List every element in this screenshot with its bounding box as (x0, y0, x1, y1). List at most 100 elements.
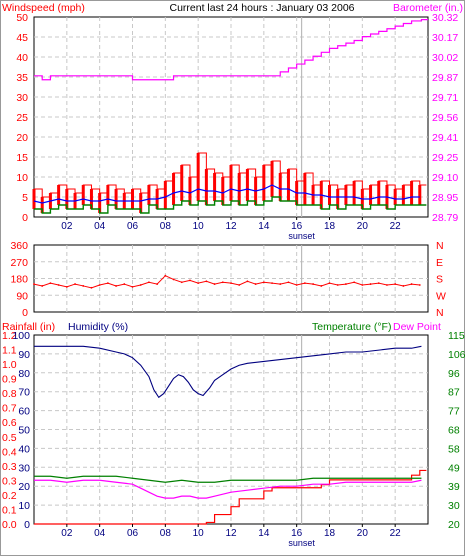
humidity-tick-label: 10 (18, 500, 30, 512)
windspeed-tick-label: 45 (16, 32, 28, 44)
barometer-tick-label: 29.41 (432, 132, 458, 144)
wind-direction-point (49, 282, 52, 285)
wind-barometer-panel: 0 5 10 15 20 25 30 35 40 45 50 28.79 28.95 29.10 29.25… (16, 12, 458, 241)
barometer-tick-label: 28.79 (432, 212, 458, 224)
temperature-tick-label: 39 (448, 481, 460, 493)
temperature-tick-label: 106 (448, 349, 465, 361)
wind-direction-point (180, 281, 183, 284)
x-tick-label: 02 (61, 528, 73, 539)
dewpoint-axis-label: Dew Point (393, 321, 441, 333)
x-tick-label: 12 (225, 528, 237, 539)
wind-direction-point (303, 282, 306, 285)
wind-direction-point (106, 282, 109, 285)
humidity-tick-label: 90 (18, 349, 30, 361)
wind-direction-point (336, 284, 339, 286)
x-tick-label: 12 (225, 221, 237, 232)
humidity-tick-label: 70 (18, 387, 30, 399)
x-tick-label: 10 (193, 528, 205, 539)
x-tick-label: 06 (127, 528, 139, 539)
dewpoint-line (34, 479, 422, 499)
wind-direction-point (386, 284, 388, 286)
x-tick-label: 20 (357, 528, 369, 539)
direction-tick-label: 90 (16, 290, 28, 302)
rainfall-tick-label: 0.3 (2, 461, 17, 473)
temperature-line (34, 475, 422, 483)
wind-direction-point (131, 285, 134, 288)
barometer-tick-label: 28.95 (432, 192, 458, 204)
x-tick-label: 16 (291, 528, 303, 539)
wind-direction-point (148, 281, 150, 284)
sunset-label: sunset (288, 538, 315, 548)
wind-direction-point (230, 282, 232, 285)
windspeed-tick-label: 15 (16, 152, 28, 164)
x-tick-label: 04 (94, 528, 106, 539)
rainfall-axis-label: Rainfall (in) (2, 321, 55, 333)
wind-low-line (34, 196, 427, 214)
temperature-tick-label: 58 (448, 443, 460, 455)
temperature-tick-label: 87 (448, 387, 460, 399)
x-tick-label: 18 (324, 221, 336, 232)
windspeed-tick-label: 50 (16, 12, 28, 24)
rainfall-tick-label: 0.1 (2, 504, 17, 516)
temperature-tick-label: 115 (448, 330, 465, 342)
rainfall-tick-label: 0.9 (2, 374, 17, 386)
rainfall-tick-label: 0.3 (2, 475, 17, 487)
windspeed-axis-label: Windspeed (mph) (2, 2, 85, 14)
rainfall-tick-label: 0.2 (2, 490, 17, 502)
windspeed-tick-label: 5 (22, 192, 28, 204)
x-tick-label: 14 (258, 528, 270, 539)
wind-direction-point (57, 284, 60, 286)
wind-direction-point (238, 284, 241, 286)
rainfall-tick-label: 0.5 (2, 432, 17, 444)
compass-label: W (436, 290, 446, 302)
wind-direction-point (279, 283, 282, 285)
wind-direction-line (33, 275, 420, 289)
wind-direction-point (271, 282, 273, 285)
windspeed-tick-label: 20 (16, 132, 28, 144)
windspeed-tick-label: 40 (16, 52, 28, 64)
barometer-tick-label: 30.32 (432, 12, 458, 24)
direction-tick-label: 0 (22, 307, 28, 319)
wind-direction-point (189, 279, 191, 282)
barometer-tick-label: 29.71 (432, 92, 458, 104)
windspeed-tick-label: 25 (16, 112, 28, 124)
direction-tick-label: 270 (10, 257, 28, 269)
humidity-tick-label: 0 (24, 519, 30, 531)
compass-label: N (436, 240, 444, 252)
barometer-tick-label: 30.17 (432, 32, 458, 44)
windspeed-tick-label: 0 (22, 212, 28, 224)
rainfall-tick-label: 0.6 (2, 417, 17, 429)
rainfall-tick-label: 0.0 (2, 519, 17, 531)
wind-direction-point (377, 282, 380, 285)
x-tick-label: 02 (61, 221, 73, 232)
wind-direction-point (74, 283, 76, 285)
chart-title: Current last 24 hours : January 03 2006 (169, 2, 354, 14)
rainfall-tick-label: 1.0 (2, 359, 17, 371)
x-tick-label: 14 (258, 221, 270, 232)
wind-direction-point (361, 284, 364, 286)
rainfall-tick-label: 0.7 (2, 403, 17, 415)
humidity-tick-label: 100 (12, 330, 30, 342)
windspeed-tick-label: 10 (16, 172, 28, 184)
wind-direction-point (197, 282, 200, 285)
temperature-tick-label: 77 (448, 406, 460, 418)
barometer-line (34, 19, 428, 81)
x-tick-label: 08 (160, 221, 172, 232)
windspeed-tick-label: 35 (16, 72, 28, 84)
wind-direction-point (221, 281, 224, 284)
wind-direction-point (82, 285, 85, 287)
wind-direction-point (353, 281, 356, 284)
barometer-tick-label: 29.25 (432, 152, 458, 164)
wind-direction-point (287, 281, 290, 284)
wind-direction-point (394, 283, 397, 285)
humidity-tick-label: 60 (18, 406, 30, 418)
compass-label: S (436, 274, 443, 286)
wind-direction-point (139, 284, 142, 286)
rainfall-line (34, 469, 427, 525)
x-tick-label: 06 (127, 221, 139, 232)
temperature-tick-label: 20 (448, 519, 460, 531)
direction-tick-label: 360 (10, 240, 28, 252)
wind-direction-point (65, 285, 68, 288)
compass-label: E (436, 257, 443, 269)
